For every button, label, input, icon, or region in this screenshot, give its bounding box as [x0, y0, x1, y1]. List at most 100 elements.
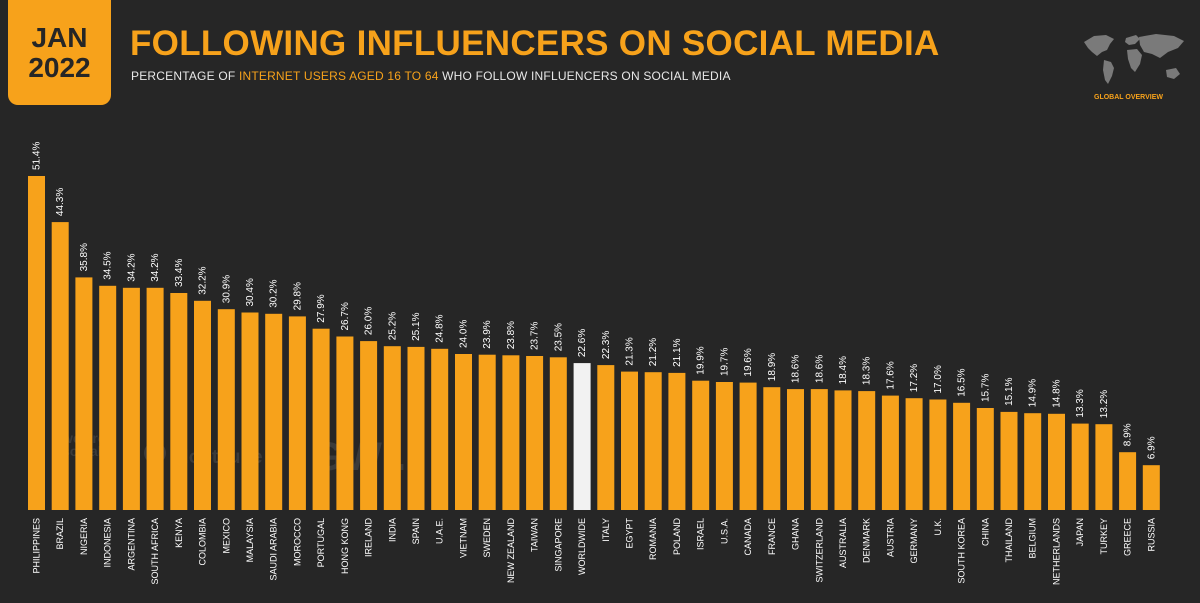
category-label: BRAZIL: [55, 518, 65, 550]
bar-brazil: [51, 222, 69, 510]
value-label: 34.2%: [150, 253, 161, 281]
value-label: 18.6%: [791, 355, 802, 383]
value-label: 23.9%: [482, 320, 493, 348]
value-label: 19.6%: [743, 348, 754, 376]
bar-romania: [644, 372, 662, 510]
bar-poland: [668, 372, 686, 510]
value-label: 13.3%: [1075, 389, 1086, 417]
bar-indonesia: [99, 285, 117, 510]
category-label: TAIWAN: [530, 518, 540, 552]
category-label: SOUTH AFRICA: [150, 518, 160, 585]
category-label: ROMANIA: [648, 518, 658, 560]
category-label: JAPAN: [1075, 518, 1085, 546]
bar-israel: [692, 380, 710, 510]
category-label: NETHERLANDS: [1052, 518, 1062, 585]
bar-china: [976, 408, 994, 510]
bar-kenya: [170, 293, 188, 510]
value-label: 22.3%: [601, 331, 612, 359]
category-label: ITALY: [601, 518, 611, 542]
value-label: 23.7%: [530, 322, 541, 350]
bar-u-s-a: [715, 382, 733, 510]
bar-austria: [881, 395, 899, 510]
value-label: 30.4%: [245, 278, 256, 306]
bar-colombia: [194, 300, 211, 510]
bar-turkey: [1095, 424, 1113, 510]
value-label: 34.2%: [126, 253, 137, 281]
category-label: BELGIUM: [1028, 518, 1038, 559]
value-label: 26.7%: [340, 302, 351, 330]
category-label: SWITZERLAND: [814, 518, 824, 583]
bar-russia: [1142, 465, 1160, 510]
bar-taiwan: [526, 356, 544, 510]
bar-canada: [739, 382, 757, 510]
value-label: 22.6%: [577, 329, 588, 357]
bar-switzerland: [810, 389, 828, 510]
value-label: 18.9%: [767, 353, 778, 381]
bar-greece: [1119, 452, 1137, 510]
world-map-icon: [1084, 34, 1184, 84]
bar-philippines: [28, 176, 45, 510]
value-label: 24.8%: [435, 314, 446, 342]
value-label: 15.1%: [1004, 377, 1015, 405]
category-label: SPAIN: [411, 518, 421, 544]
bar-south-africa: [146, 287, 164, 510]
category-label: IRELAND: [364, 518, 374, 558]
category-label: U.S.A.: [719, 518, 729, 544]
value-label: 8.9%: [1123, 423, 1134, 446]
value-label: 17.2%: [909, 364, 920, 392]
bar-saudi-arabia: [265, 313, 283, 510]
category-label: MALAYSIA: [245, 518, 255, 562]
value-label: 25.1%: [411, 312, 422, 340]
value-label: 27.9%: [316, 294, 327, 322]
bar-u-a-e: [431, 348, 449, 510]
bar-south-korea: [953, 402, 971, 510]
category-label: AUSTRIA: [885, 518, 895, 557]
category-label: PORTUGAL: [316, 518, 326, 567]
bar-denmark: [858, 391, 876, 510]
page-subtitle: PERCENTAGE OF INTERNET USERS AGED 16 TO …: [131, 69, 731, 83]
bar-singapore: [549, 357, 567, 510]
bar-argentina: [122, 287, 140, 510]
category-label: WORLDWIDE: [577, 518, 587, 575]
category-label: SOUTH KOREA: [957, 518, 967, 584]
category-label: ISRAEL: [696, 518, 706, 550]
category-label: GREECE: [1123, 518, 1133, 556]
subtitle-part-2: WHO FOLLOW INFLUENCERS ON SOCIAL MEDIA: [438, 69, 731, 83]
category-label: KENYA: [174, 518, 184, 548]
value-label: 18.6%: [814, 355, 825, 383]
bar-worldwide: [573, 363, 591, 510]
bar-thailand: [1000, 411, 1018, 510]
category-label: RUSSIA: [1146, 518, 1156, 552]
category-label: INDIA: [387, 518, 397, 542]
date-badge: JAN 2022: [8, 0, 111, 105]
value-label: 33.4%: [174, 259, 185, 287]
bar-italy: [597, 365, 615, 510]
value-label: 26.0%: [364, 307, 375, 335]
bar-japan: [1071, 423, 1089, 510]
bar-nigeria: [75, 277, 93, 510]
value-label: 51.4%: [32, 142, 43, 170]
category-label: THAILAND: [1004, 518, 1014, 563]
value-label: 14.8%: [1052, 379, 1063, 407]
value-label: 44.3%: [55, 188, 66, 216]
category-label: GERMANY: [909, 518, 919, 564]
value-label: 25.2%: [387, 312, 398, 340]
value-label: 21.2%: [648, 338, 659, 366]
category-label: POLAND: [672, 518, 682, 556]
category-label: FRANCE: [767, 518, 777, 555]
bar-netherlands: [1048, 413, 1065, 510]
category-label: AUSTRALIA: [838, 518, 848, 568]
category-label: COLOMBIA: [198, 518, 208, 566]
bar-spain: [407, 346, 425, 510]
category-label: MEXICO: [221, 518, 231, 554]
value-label: 24.0%: [459, 320, 470, 348]
bar-vietnam: [455, 354, 472, 510]
category-label: SAUDI ARABIA: [269, 518, 279, 581]
bar-mexico: [217, 309, 235, 510]
value-label: 23.5%: [553, 323, 564, 351]
value-label: 30.2%: [269, 279, 280, 307]
bar-germany: [905, 398, 923, 510]
bar-belgium: [1024, 413, 1042, 510]
category-label: MOROCCO: [292, 518, 302, 566]
value-label: 29.8%: [292, 282, 303, 310]
